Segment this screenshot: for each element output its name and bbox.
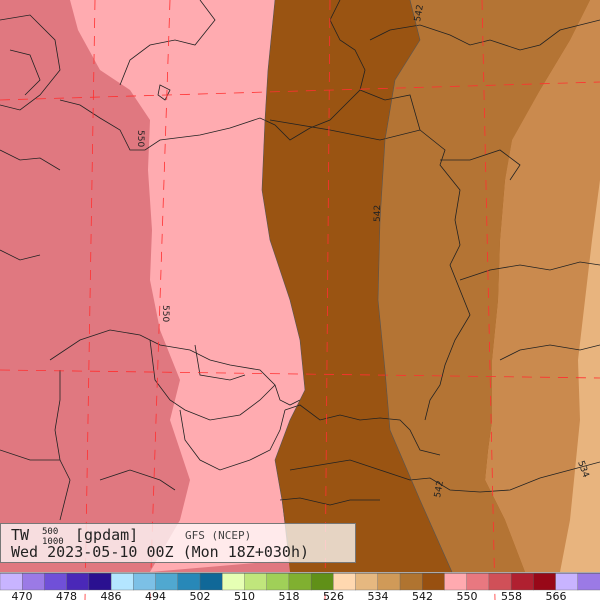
model-name: GFS (NCEP) [185,529,252,542]
legend-label: 558 [501,590,522,603]
legend-swatch [288,572,312,591]
legend-swatch [444,572,468,591]
band-542-lower-fill [262,0,452,572]
band-518-fill [560,180,600,572]
contour-lines [261,0,453,573]
legend-swatch [88,572,112,591]
legend-swatch [110,572,134,591]
legend-swatch [222,572,245,591]
legend-label: 550 [456,590,478,603]
legend-swatch [155,572,179,591]
legend-swatch [199,572,223,591]
parameter-lower-level: 1000 [42,537,64,547]
band-534-east-fill [378,0,590,572]
legend-swatch [177,572,201,591]
legend-label: 566 [545,590,567,603]
legend-swatch [377,572,401,591]
contour-label-542-b: 542 [373,205,383,222]
legend-swatch [22,572,45,591]
contour-label-542-c: 542 [433,480,446,499]
legend-swatch [488,572,512,591]
band-526-fill [485,0,600,572]
parameter-name: TW [11,526,30,544]
legend-swatch [422,572,445,591]
valid-time: Wed 2023-05-10 00Z (Mon 18Z+030h) [11,543,310,561]
legend-swatch [0,572,23,591]
legend-swatch [555,572,579,591]
legend-label: 534 [367,590,389,603]
legend-label: 526 [323,590,344,603]
legend-swatch [66,572,90,591]
legend-swatch [577,572,600,591]
legend-swatch [399,572,423,591]
legend-labels: 470 478 486 494 502 510 518 526 534 542 550 558 566 [0,590,600,602]
legend-label: 486 [100,590,122,603]
legend-label: 510 [234,590,255,603]
legend-label: 542 [412,590,433,603]
legend-swatch [266,572,290,591]
legend-swatch [333,572,357,591]
legend-swatch [355,572,379,591]
legend-label: 502 [189,590,211,603]
legend-swatch [244,572,268,591]
info-parameter-line: TW 500 1000 [gpdam] GFS (NCEP) [11,526,251,547]
parameter-unit: [gpdam] [75,526,139,544]
legend-label: 478 [56,590,77,603]
contour-label-550-b: 550 [160,305,170,322]
contour-label-550-a: 550 [135,130,145,147]
legend-label: 494 [145,590,166,603]
legend-label: 518 [278,590,300,603]
legend-swatch [510,572,534,591]
legend-swatch [133,572,157,591]
legend-colorbar [0,572,600,591]
legend-label: 470 [11,590,33,603]
legend-swatch [310,572,334,591]
band-550-fill [70,0,305,572]
info-panel: TW 500 1000 [gpdam] GFS (NCEP) Wed 2023-… [0,523,356,563]
legend-swatch [533,572,557,591]
legend-swatch [44,572,68,591]
parameter-upper-level: 500 [42,527,59,537]
legend-swatch [466,572,490,591]
contour-label-542-a: 542 [413,4,426,23]
